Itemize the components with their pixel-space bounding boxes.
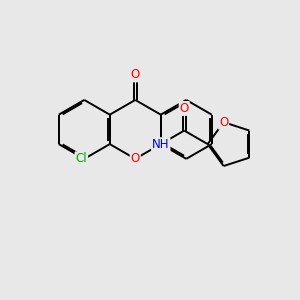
Text: O: O [131,68,140,81]
Text: O: O [180,102,189,115]
Text: O: O [219,116,228,129]
Text: O: O [131,152,140,165]
Text: Cl: Cl [76,152,87,165]
Text: NH: NH [152,138,169,151]
